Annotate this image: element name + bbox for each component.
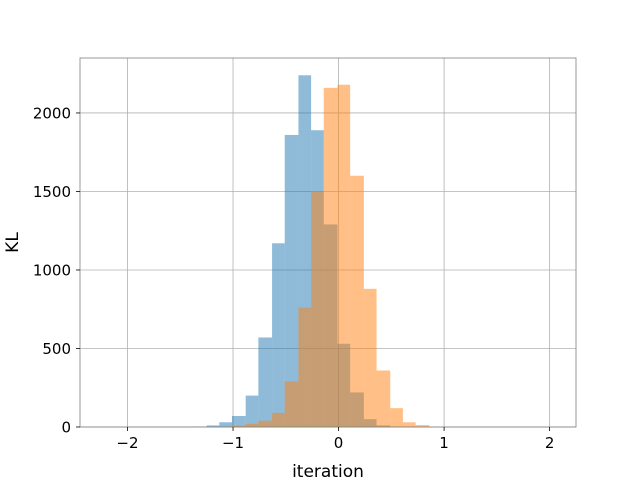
histogram-bar-series-2: [337, 85, 350, 427]
y-tick-label: 0: [61, 419, 71, 437]
histogram-bar-series-2: [285, 381, 299, 427]
histogram-bar-series-1: [232, 416, 246, 427]
histogram-bar-series-2: [258, 421, 272, 427]
histogram-bar-series-1: [272, 243, 285, 427]
histogram-bar-series-2: [298, 308, 311, 427]
histogram-bar-series-2: [246, 424, 259, 427]
histogram-bar-series-2: [364, 289, 377, 427]
x-tick-label: 1: [439, 434, 449, 452]
y-tick-label: 1500: [33, 183, 71, 201]
x-axis-label: iteration: [292, 462, 364, 480]
y-tick-label: 2000: [33, 104, 71, 122]
histogram-bar-series-2: [390, 408, 403, 427]
y-tick-label: 1000: [33, 261, 71, 279]
x-tick-label: 2: [545, 434, 555, 452]
histogram-bar-series-2: [403, 422, 416, 427]
x-tick-label: 0: [334, 434, 344, 452]
histogram-bar-series-2: [377, 370, 391, 427]
x-tick-label: −1: [222, 434, 244, 452]
y-axis-label: KL: [3, 232, 23, 253]
histogram-bar-series-2: [272, 413, 285, 427]
histogram-bar-series-1: [258, 337, 272, 427]
histogram-bar-series-2: [311, 191, 324, 427]
histogram-bars: [193, 75, 429, 427]
histogram-bar-series-1: [219, 422, 232, 427]
x-tick-label: −2: [116, 434, 138, 452]
histogram-bar-series-2: [324, 88, 338, 427]
y-tick-label: 500: [42, 340, 71, 358]
histogram-bar-series-2: [350, 176, 364, 427]
histogram-bar-series-1: [246, 396, 259, 427]
